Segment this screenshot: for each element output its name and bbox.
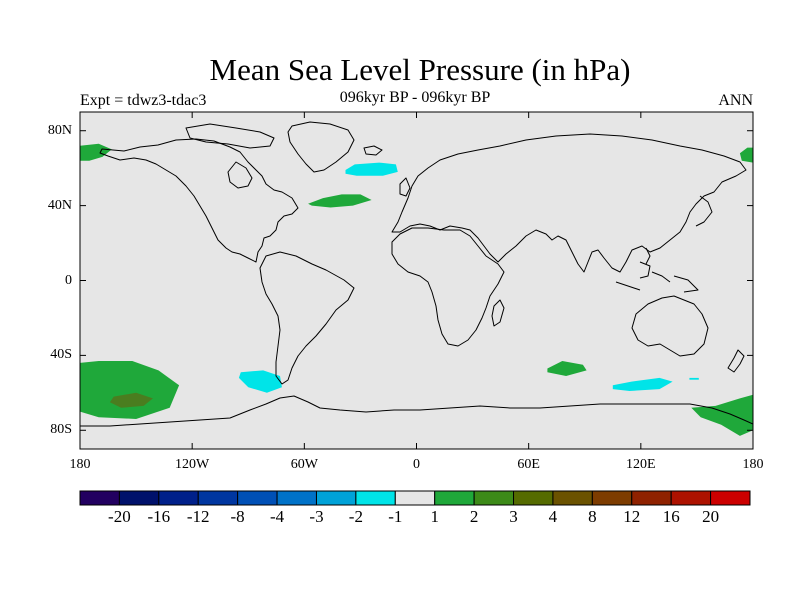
colorbar-label: -12 <box>186 507 210 526</box>
colorbar-label: -4 <box>270 507 285 526</box>
anomaly-region-north-pacific-west <box>80 143 112 161</box>
lon-label: 60W <box>290 457 318 472</box>
colorbar-box <box>670 490 712 506</box>
lat-label: 40N <box>47 197 72 213</box>
anomaly-region-indian-ocean-negative <box>612 377 673 391</box>
experiment-label: Expt = tdwz3-tdac3 <box>80 92 207 109</box>
lat-label: 40S <box>50 347 72 363</box>
coastline-uk <box>399 177 411 197</box>
coastline-eurasia <box>391 133 747 273</box>
coastline-hudson-bay <box>227 161 253 189</box>
coastline-arctic-islands <box>185 123 275 149</box>
coastline-north-america <box>99 138 299 263</box>
colorbar-box <box>355 490 396 506</box>
colorbar-label: 1 <box>430 507 439 526</box>
colorbar-box <box>710 490 751 506</box>
colorbar-label: 8 <box>588 507 597 526</box>
anomaly-region-north-pacific-east <box>739 147 753 163</box>
anomaly-region-ross-sea-positive <box>691 394 753 436</box>
anomaly-regions <box>80 143 753 436</box>
coastline-madagascar <box>491 299 505 327</box>
colorbar-label: -16 <box>147 507 171 526</box>
coastlines <box>80 121 753 427</box>
colorbar-box <box>394 490 436 506</box>
period-label: 096kyr BP - 096kyr BP <box>339 89 491 106</box>
anomaly-region-indian-ocean-positive <box>547 361 587 376</box>
colorbar-box <box>276 490 317 506</box>
coastline-africa <box>391 227 505 347</box>
colorbar-label: -2 <box>348 507 363 526</box>
coastline-australia <box>631 295 709 357</box>
anomaly-region-south-pacific-negative <box>238 370 282 393</box>
colorbar-label: -1 <box>388 507 403 526</box>
coastline-new-zealand <box>727 349 745 373</box>
coastline-iceland <box>363 145 383 156</box>
axis-ticks <box>79 112 754 449</box>
colorbar-box <box>631 490 672 506</box>
colorbar-label: -8 <box>230 507 245 526</box>
lon-label: 180 <box>69 457 91 472</box>
colorbar-box <box>315 490 357 506</box>
lat-label: 80S <box>50 422 72 438</box>
colorbar-box <box>237 490 278 506</box>
colorbar-label: -3 <box>309 507 324 526</box>
map-background <box>80 112 753 449</box>
coastline-japan <box>645 195 713 265</box>
coastline-antarctica <box>80 395 753 427</box>
anomaly-region-north-atlantic-negative <box>345 162 398 176</box>
anomaly-region-south-pacific-core <box>109 392 153 408</box>
colorbar-box <box>552 490 593 506</box>
colorbar-label: 12 <box>623 507 641 526</box>
coastline-indonesia <box>615 261 699 293</box>
coastline-south-america <box>259 251 355 385</box>
colorbar-box <box>197 490 239 506</box>
anomaly-region-small-negative-spot <box>689 377 699 380</box>
colorbar-box <box>591 490 633 506</box>
colorbar-label: 4 <box>548 507 558 526</box>
anomaly-region-south-pacific-positive <box>80 361 180 419</box>
season-label: ANN <box>718 92 753 109</box>
colorbar-box <box>473 490 515 506</box>
lon-label: 60E <box>517 457 540 472</box>
colorbar-box <box>158 490 199 506</box>
lon-label: 0 <box>413 457 420 472</box>
colorbar-label: 20 <box>702 507 720 526</box>
anomaly-region-north-atlantic-positive <box>308 194 372 208</box>
lat-label: 0 <box>65 272 72 288</box>
lon-label: 180 <box>742 457 764 472</box>
map-title: Mean Sea Level Pressure (in hPa) <box>209 52 631 87</box>
colorbar-label: 3 <box>509 507 518 526</box>
lat-label: 80N <box>47 122 72 138</box>
colorbar-box <box>513 490 554 506</box>
coastline-greenland <box>287 121 355 173</box>
colorbar-box <box>118 490 160 506</box>
colorbar-label: 2 <box>469 507 479 526</box>
colorbar-box <box>79 490 120 506</box>
colorbar-label: 16 <box>662 507 680 526</box>
colorbar-box <box>434 490 475 506</box>
lon-label: 120W <box>175 457 210 472</box>
lon-label: 120E <box>626 457 656 472</box>
colorbar-label: -20 <box>108 507 131 526</box>
